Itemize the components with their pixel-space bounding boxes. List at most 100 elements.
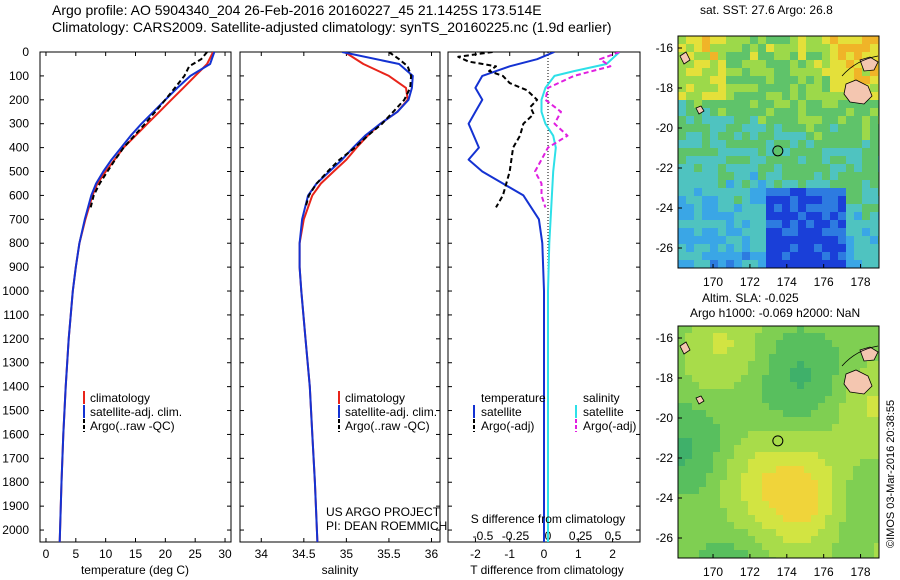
depth-tick-label: 1700 <box>2 451 29 465</box>
field-cell <box>776 550 784 558</box>
field-cell <box>769 382 777 390</box>
field-cell <box>838 44 847 53</box>
field-cell <box>685 508 693 516</box>
field-cell <box>734 92 743 101</box>
field-cell <box>706 361 714 369</box>
s-tick-label: -0.25 <box>502 529 530 543</box>
field-cell <box>741 382 749 390</box>
field-cell <box>774 92 783 101</box>
field-cell <box>742 84 751 93</box>
field-cell <box>706 522 714 530</box>
field-cell <box>867 438 875 446</box>
field-cell <box>811 389 819 397</box>
field-cell <box>825 368 833 376</box>
field-cell <box>713 543 721 551</box>
field-cell <box>811 326 819 334</box>
field-cell <box>853 403 861 411</box>
field-cell <box>782 68 791 77</box>
field-cell <box>838 196 847 205</box>
field-cell <box>742 52 751 61</box>
field-cell <box>713 375 721 383</box>
field-cell <box>814 100 823 109</box>
field-cell <box>839 438 847 446</box>
field-cell <box>685 389 693 397</box>
field-cell <box>734 368 742 376</box>
field-cell <box>790 36 799 45</box>
field-cell <box>776 410 784 418</box>
field-cell <box>825 480 833 488</box>
field-cell <box>818 515 826 523</box>
field-cell <box>874 473 879 481</box>
field-cell <box>742 44 751 53</box>
field-cell <box>825 508 833 516</box>
field-cell <box>727 494 735 502</box>
field-cell <box>694 228 703 237</box>
field-cell <box>860 515 868 523</box>
field-cell <box>846 220 855 229</box>
field-cell <box>748 473 756 481</box>
field-cell <box>769 494 777 502</box>
depth-tick-label: 300 <box>9 117 29 131</box>
field-cell <box>702 36 711 45</box>
field-cell <box>699 466 707 474</box>
field-cell <box>832 543 840 551</box>
field-cell <box>720 375 728 383</box>
field-cell <box>678 100 687 109</box>
field-cell <box>769 375 777 383</box>
field-cell <box>699 389 707 397</box>
field-cell <box>783 424 791 432</box>
field-cell <box>702 196 711 205</box>
field-cell <box>830 260 839 268</box>
field-cell <box>699 452 707 460</box>
field-cell <box>814 244 823 253</box>
field-cell <box>853 417 861 425</box>
field-cell <box>818 522 826 530</box>
field-cell <box>782 140 791 149</box>
x-tick-label: 25 <box>189 547 203 561</box>
field-cell <box>741 445 749 453</box>
field-cell <box>685 452 693 460</box>
field-cell <box>854 228 863 237</box>
field-cell <box>727 403 735 411</box>
field-cell <box>692 536 700 544</box>
field-cell <box>806 108 815 117</box>
field-cell <box>790 459 798 467</box>
field-cell <box>811 340 819 348</box>
field-cell <box>769 410 777 418</box>
field-cell <box>854 156 863 165</box>
field-cell <box>774 68 783 77</box>
field-cell <box>830 52 839 61</box>
field-cell <box>870 92 879 101</box>
field-cell <box>874 543 879 551</box>
field-cell <box>862 108 871 117</box>
field-cell <box>685 536 693 544</box>
depth-tick-label: 1000 <box>2 284 29 298</box>
field-cell <box>713 508 721 516</box>
field-cell <box>678 156 687 165</box>
field-cell <box>874 480 879 488</box>
field-cell <box>755 445 763 453</box>
field-cell <box>804 536 812 544</box>
field-cell <box>748 550 756 558</box>
s-difference-axis-label: S difference from climatology <box>471 512 626 526</box>
field-cell <box>797 333 805 341</box>
field-cell <box>685 368 693 376</box>
field-cell <box>685 487 693 495</box>
field-cell <box>692 424 700 432</box>
field-cell <box>678 480 686 488</box>
field-cell <box>832 515 840 523</box>
field-cell <box>678 124 687 133</box>
field-cell <box>846 459 854 467</box>
field-cell <box>718 260 727 268</box>
field-cell <box>750 196 759 205</box>
field-cell <box>755 424 763 432</box>
field-cell <box>774 236 783 245</box>
field-cell <box>727 431 735 439</box>
field-cell <box>678 382 686 390</box>
x-tick-label: 1 <box>575 547 582 561</box>
field-cell <box>762 438 770 446</box>
field-cell <box>867 417 875 425</box>
field-cell <box>846 340 854 348</box>
field-cell <box>713 354 721 362</box>
field-cell <box>748 445 756 453</box>
